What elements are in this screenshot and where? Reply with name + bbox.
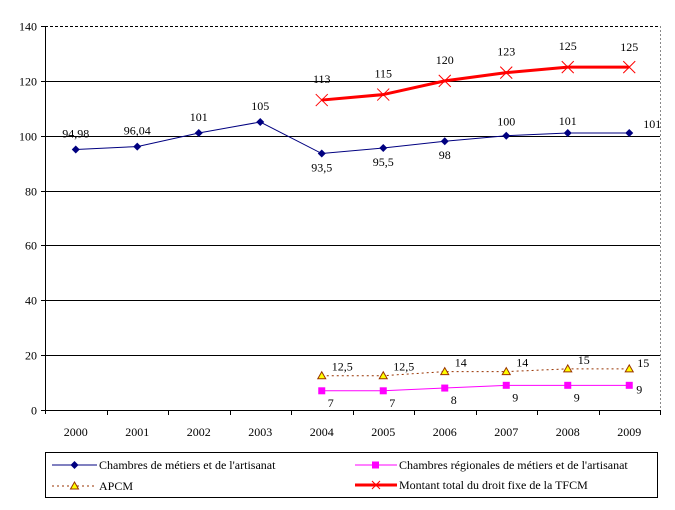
data-point: [376, 88, 390, 101]
x-tick-label: 2001: [125, 425, 149, 439]
x-tick-label: 2006: [433, 425, 457, 439]
x-tick-label: 2007: [494, 425, 518, 439]
data-point: [625, 128, 634, 137]
y-tick-label: 120: [19, 75, 37, 89]
data-point: [563, 128, 572, 137]
data-label: 94,98: [62, 126, 89, 140]
series-layer: 94,98 96,04 101 105 93,5 95,5 98 100 101 101 7 7 8 9 9…: [62, 39, 661, 410]
data-label: 101: [643, 117, 661, 131]
data-point: [441, 384, 449, 392]
data-label: 7: [389, 396, 395, 410]
data-point: [561, 60, 575, 74]
data-point: [625, 381, 633, 389]
legend-box: [45, 452, 658, 498]
data-point: [562, 363, 573, 373]
data-label: 9: [636, 382, 642, 396]
legend: Chambres de métiers et de l'artisanat Ch…: [45, 452, 658, 498]
series-1: 7 7 8 9 9 9: [318, 381, 642, 410]
y-tick-label: 100: [19, 130, 37, 144]
data-label: 9: [574, 390, 580, 404]
legend-label-0: Chambres de métiers et de l'artisanat: [99, 458, 276, 472]
x-tick-label: 2008: [556, 425, 580, 439]
data-label: 14: [455, 356, 467, 370]
y-tick-label: 140: [19, 20, 37, 34]
legend-item-2: APCM: [52, 479, 133, 493]
data-point: [440, 137, 449, 146]
y-tick-label: 20: [25, 349, 37, 363]
series-3: 113 115 120 123 125 125: [313, 39, 638, 107]
series-line: [321, 384, 630, 392]
data-label: 15: [578, 353, 590, 367]
data-point: [71, 145, 80, 154]
data-label: 101: [559, 114, 577, 128]
data-label: 125: [620, 40, 638, 54]
data-label: 14: [516, 356, 528, 370]
data-point: [318, 387, 326, 395]
series-line: [75, 121, 630, 155]
data-label: 115: [374, 67, 392, 81]
x-tick-label: 2000: [64, 425, 88, 439]
series-2: 12,5 12,5 14 14 15 15: [316, 353, 649, 380]
y-tick-label: 60: [25, 239, 37, 253]
x-tick-label: 2005: [371, 425, 395, 439]
data-point: [564, 381, 572, 389]
series-line: [321, 368, 630, 377]
data-point: [499, 66, 513, 79]
gridlines: [45, 26, 661, 414]
data-label: 95,5: [373, 155, 394, 169]
data-point: [501, 366, 512, 376]
data-point: [194, 128, 203, 137]
data-label: 96,04: [124, 124, 151, 138]
data-label: 100: [497, 115, 515, 129]
data-point: [622, 60, 636, 74]
data-point: [315, 93, 329, 107]
data-label: 113: [313, 72, 331, 86]
data-point: [379, 387, 387, 395]
data-label: 12,5: [332, 360, 353, 374]
data-point: [256, 118, 265, 126]
legend-item-0: Chambres de métiers et de l'artisanat: [52, 458, 276, 472]
series-0: 94,98 96,04 101 105 93,5 95,5 98 100 101 101: [62, 99, 661, 175]
data-point: [502, 131, 511, 140]
data-point: [317, 149, 326, 158]
x-tick-label: 2004: [310, 425, 334, 439]
legend-label-1: Chambres régionales de métiers et de l'a…: [399, 458, 628, 472]
y-axis-ticks: 0 20 40 60 80 100 120 140: [19, 20, 45, 418]
data-point: [439, 366, 450, 376]
x-tick-label: 2009: [617, 425, 641, 439]
data-label: 12,5: [393, 360, 414, 374]
legend-item-3: Montant total du droit fixe de la TFCM: [355, 478, 588, 492]
x-tick-label: 2003: [248, 425, 272, 439]
data-label: 120: [436, 53, 454, 67]
y-tick-label: 0: [31, 404, 37, 418]
data-point: [624, 363, 635, 373]
data-label: 7: [328, 396, 334, 410]
data-label: 123: [497, 45, 515, 59]
legend-label-3: Montant total du droit fixe de la TFCM: [399, 478, 588, 492]
legend-label-2: APCM: [99, 479, 133, 493]
data-point: [438, 74, 452, 88]
data-label: 8: [451, 393, 457, 407]
legend-item-1: Chambres régionales de métiers et de l'a…: [355, 458, 628, 472]
data-label: 101: [190, 110, 208, 124]
x-tick-label: 2002: [187, 425, 211, 439]
y-tick-label: 80: [25, 185, 37, 199]
data-label: 9: [512, 390, 518, 404]
data-point: [378, 370, 389, 380]
data-point: [502, 381, 510, 389]
data-point: [133, 142, 142, 151]
data-label: 105: [251, 99, 269, 113]
series-line: [321, 65, 630, 102]
data-label: 93,5: [311, 161, 332, 175]
data-label: 125: [559, 39, 577, 53]
x-axis-ticks: 2000 2001 2002 2003 2004 2005 2006 2007 2008 2009: [64, 410, 661, 439]
data-label: 98: [439, 148, 451, 162]
y-tick-label: 40: [25, 294, 37, 308]
data-label: 15: [637, 356, 649, 370]
data-point: [316, 370, 327, 380]
data-point: [379, 144, 388, 153]
